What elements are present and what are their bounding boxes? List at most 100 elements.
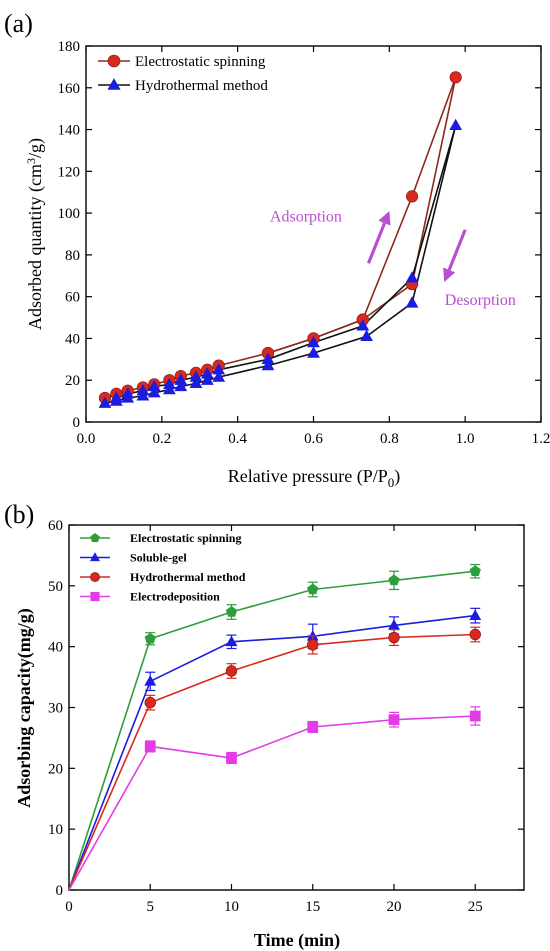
panel-a-y-tick-label: 100 [58, 206, 81, 222]
panel-b-point [225, 665, 238, 677]
panel-b-y-tick-label: 60 [48, 518, 63, 534]
panel-b-series-line [68, 570, 476, 891]
legend-circle-marker [90, 572, 100, 582]
panel-b-point [144, 741, 156, 752]
panel-b-x-tick-label: 20 [387, 899, 402, 915]
legend-label: Hydrothermal method [130, 570, 246, 584]
panel-a-x-axis-title: Relative pressure (P/P0) [228, 466, 400, 490]
panel-b-series-line [68, 633, 476, 891]
panel-b-x-tick-label: 15 [305, 899, 320, 915]
panel-a-hydrothermal-point [200, 367, 214, 379]
panel-a-desorption-label: Desorption [445, 292, 516, 309]
panel-a-hydrothermal-adsorption-line [104, 125, 457, 404]
panel-b-point [144, 675, 157, 686]
panel-a-hydrothermal-point [136, 383, 150, 396]
panel-b-x-tick-label: 0 [65, 899, 73, 915]
panel-b-y-axis-title: Adsorbing capacity(mg/g) [14, 608, 35, 808]
panel-b-point [225, 606, 238, 617]
panel-b-point [144, 696, 156, 709]
panel-a-hydrothermal-point [109, 391, 123, 403]
panel-a-hydrothermal-point [212, 370, 226, 382]
panel-a-hydrothermal-point [98, 396, 112, 408]
panel-a-label: (a) [4, 9, 33, 38]
panel-b-chart: (b) Time (min) Adsorbing capacity(mg/g) … [4, 500, 525, 951]
panel-a-hydrothermal-desorption-line [116, 125, 457, 399]
panel-b-legend: Electrostatic spinning Soluble-gel Hydroth… [80, 531, 246, 604]
panel-a-y-axis-title: Adsorbed quantity (cm3/g) [24, 138, 46, 330]
panel-a-y-tick-label: 60 [65, 290, 80, 306]
panel-a-plot-frame [85, 45, 542, 423]
legend-pentagon-marker [90, 532, 100, 543]
panel-a-chart: (a) Relative pressure (P/P0) Adsorbed qu… [4, 9, 550, 490]
panel-a-hydrothermal-point [405, 271, 419, 283]
panel-a-adsorption-label: Adsorption [270, 208, 342, 225]
arrow-head [443, 267, 456, 283]
panel-b-point [388, 574, 400, 586]
panel-a-desorption-arrow [443, 229, 467, 283]
legend-label: Electrostatic spinning [135, 54, 266, 70]
legend-circle-marker [107, 54, 121, 68]
legend-square-marker [90, 591, 100, 602]
panel-b-x-tick-label: 25 [468, 899, 483, 915]
panel-b-point [388, 714, 400, 726]
panel-a-hydrothermal-point [360, 329, 373, 341]
panel-a-x-tick-label: 0.0 [77, 431, 96, 447]
arrow-head [378, 211, 391, 226]
panel-a-x-tick-label: 1.2 [532, 431, 550, 447]
panel-a-hydrothermal-point [261, 352, 275, 364]
panel-a-y-tick-label: 120 [58, 164, 81, 180]
panel-a-hydrothermal-point [147, 379, 161, 392]
legend-label: Hydrothermal method [135, 78, 268, 94]
panel-b-y-tick-label: 20 [48, 761, 63, 777]
panel-b-point [388, 619, 400, 630]
legend-triangle-marker [107, 78, 121, 90]
panel-b-point [469, 628, 481, 641]
panel-b-y-tick-label: 50 [48, 579, 63, 595]
panel-a-hydrothermal-point [212, 363, 226, 375]
panel-b-point [307, 583, 319, 595]
panel-a-x-tick-label: 0.6 [304, 431, 323, 447]
panel-b-point [307, 639, 319, 651]
legend-label: Electrostatic spinning [130, 531, 241, 545]
panel-a-hydrothermal-point [449, 118, 463, 131]
panel-a-hydrothermal-point [163, 377, 176, 390]
panel-a-hydrothermal-point [147, 386, 161, 398]
panel-a-x-tick-label: 0.4 [228, 431, 247, 447]
panel-a-x-tick-label: 0.8 [380, 431, 399, 447]
panel-a-y-tick-label: 140 [58, 123, 81, 139]
panel-a-hydrothermal-point [189, 376, 203, 388]
panel-a-hydrothermal-point [307, 335, 320, 348]
panel-b-point [307, 721, 319, 733]
panel-b-series-line [68, 614, 476, 891]
legend-label: Electrodeposition [130, 590, 220, 604]
panel-a-hydrothermal-point [200, 373, 214, 385]
panel-a-y-tick-label: 40 [65, 331, 80, 347]
panel-b-point [388, 631, 400, 644]
panel-a-legend: Electrostatic spinning Hydrothermal metho… [98, 54, 268, 94]
legend-triangle-marker [89, 552, 101, 562]
panel-a-x-tick-label: 0.2 [152, 431, 171, 447]
panel-a-hydrothermal-point [307, 346, 320, 358]
panel-a-hydrothermal-point [405, 296, 419, 308]
panel-b-point [226, 752, 237, 764]
panel-b-label: (b) [4, 500, 34, 529]
panel-a-hydrothermal-point [174, 373, 188, 385]
panel-b-y-tick-label: 30 [48, 701, 63, 717]
panel-b-x-axis-title: Time (min) [254, 930, 340, 951]
panel-a-adsorption-arrow [366, 211, 391, 264]
arrow-shaft [366, 222, 386, 264]
panel-b-point [469, 565, 481, 577]
panel-b-y-tick-label: 0 [56, 883, 64, 899]
panel-a-x-tick-label: 1.0 [456, 431, 475, 447]
panel-a-hydrothermal-point [189, 370, 203, 382]
panel-a-y-tick-label: 0 [73, 415, 81, 431]
arrow-shaft [447, 229, 467, 271]
panel-b-y-tick-label: 10 [48, 822, 63, 838]
panel-a-hydrothermal-point [356, 319, 370, 331]
panel-a-y-tick-label: 160 [58, 81, 81, 97]
panel-a-electrostatic-point [405, 190, 419, 203]
panel-b-series-line [68, 715, 476, 891]
panel-a-y-tick-label: 80 [65, 248, 80, 264]
panel-a-hydrothermal-point [121, 387, 135, 399]
